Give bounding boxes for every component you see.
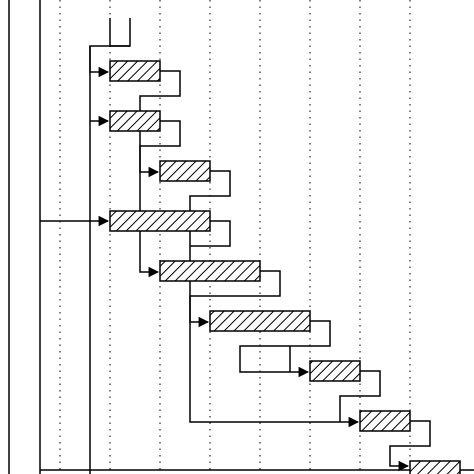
task-bars	[109, 60, 461, 474]
connector-t5-to-t8	[189, 270, 360, 428]
task-bar-t2	[109, 110, 161, 132]
task-bar-t9	[409, 460, 461, 474]
connector-t2-to-t5	[139, 120, 181, 278]
connector-t4-to-t6	[190, 220, 231, 247]
connector-t1-to-t3	[139, 70, 181, 178]
chart-frame	[8, 0, 474, 474]
connector-start-stub	[109, 18, 131, 47]
connector-t7-to-t8	[339, 370, 381, 422]
connector-t3-to-t6	[189, 170, 231, 328]
task-bar-t1	[109, 60, 161, 82]
task-bar-t6	[209, 310, 311, 332]
task-bar-t4	[109, 210, 211, 232]
task-bar-t3	[159, 160, 211, 182]
connector-t6-to-t7	[239, 320, 331, 378]
task-bar-t8	[359, 410, 411, 432]
task-bar-t5	[159, 260, 261, 282]
dependency-connectors	[40, 18, 431, 474]
connector-t8-to-t9	[389, 420, 431, 472]
task-bar-t7	[309, 360, 361, 382]
